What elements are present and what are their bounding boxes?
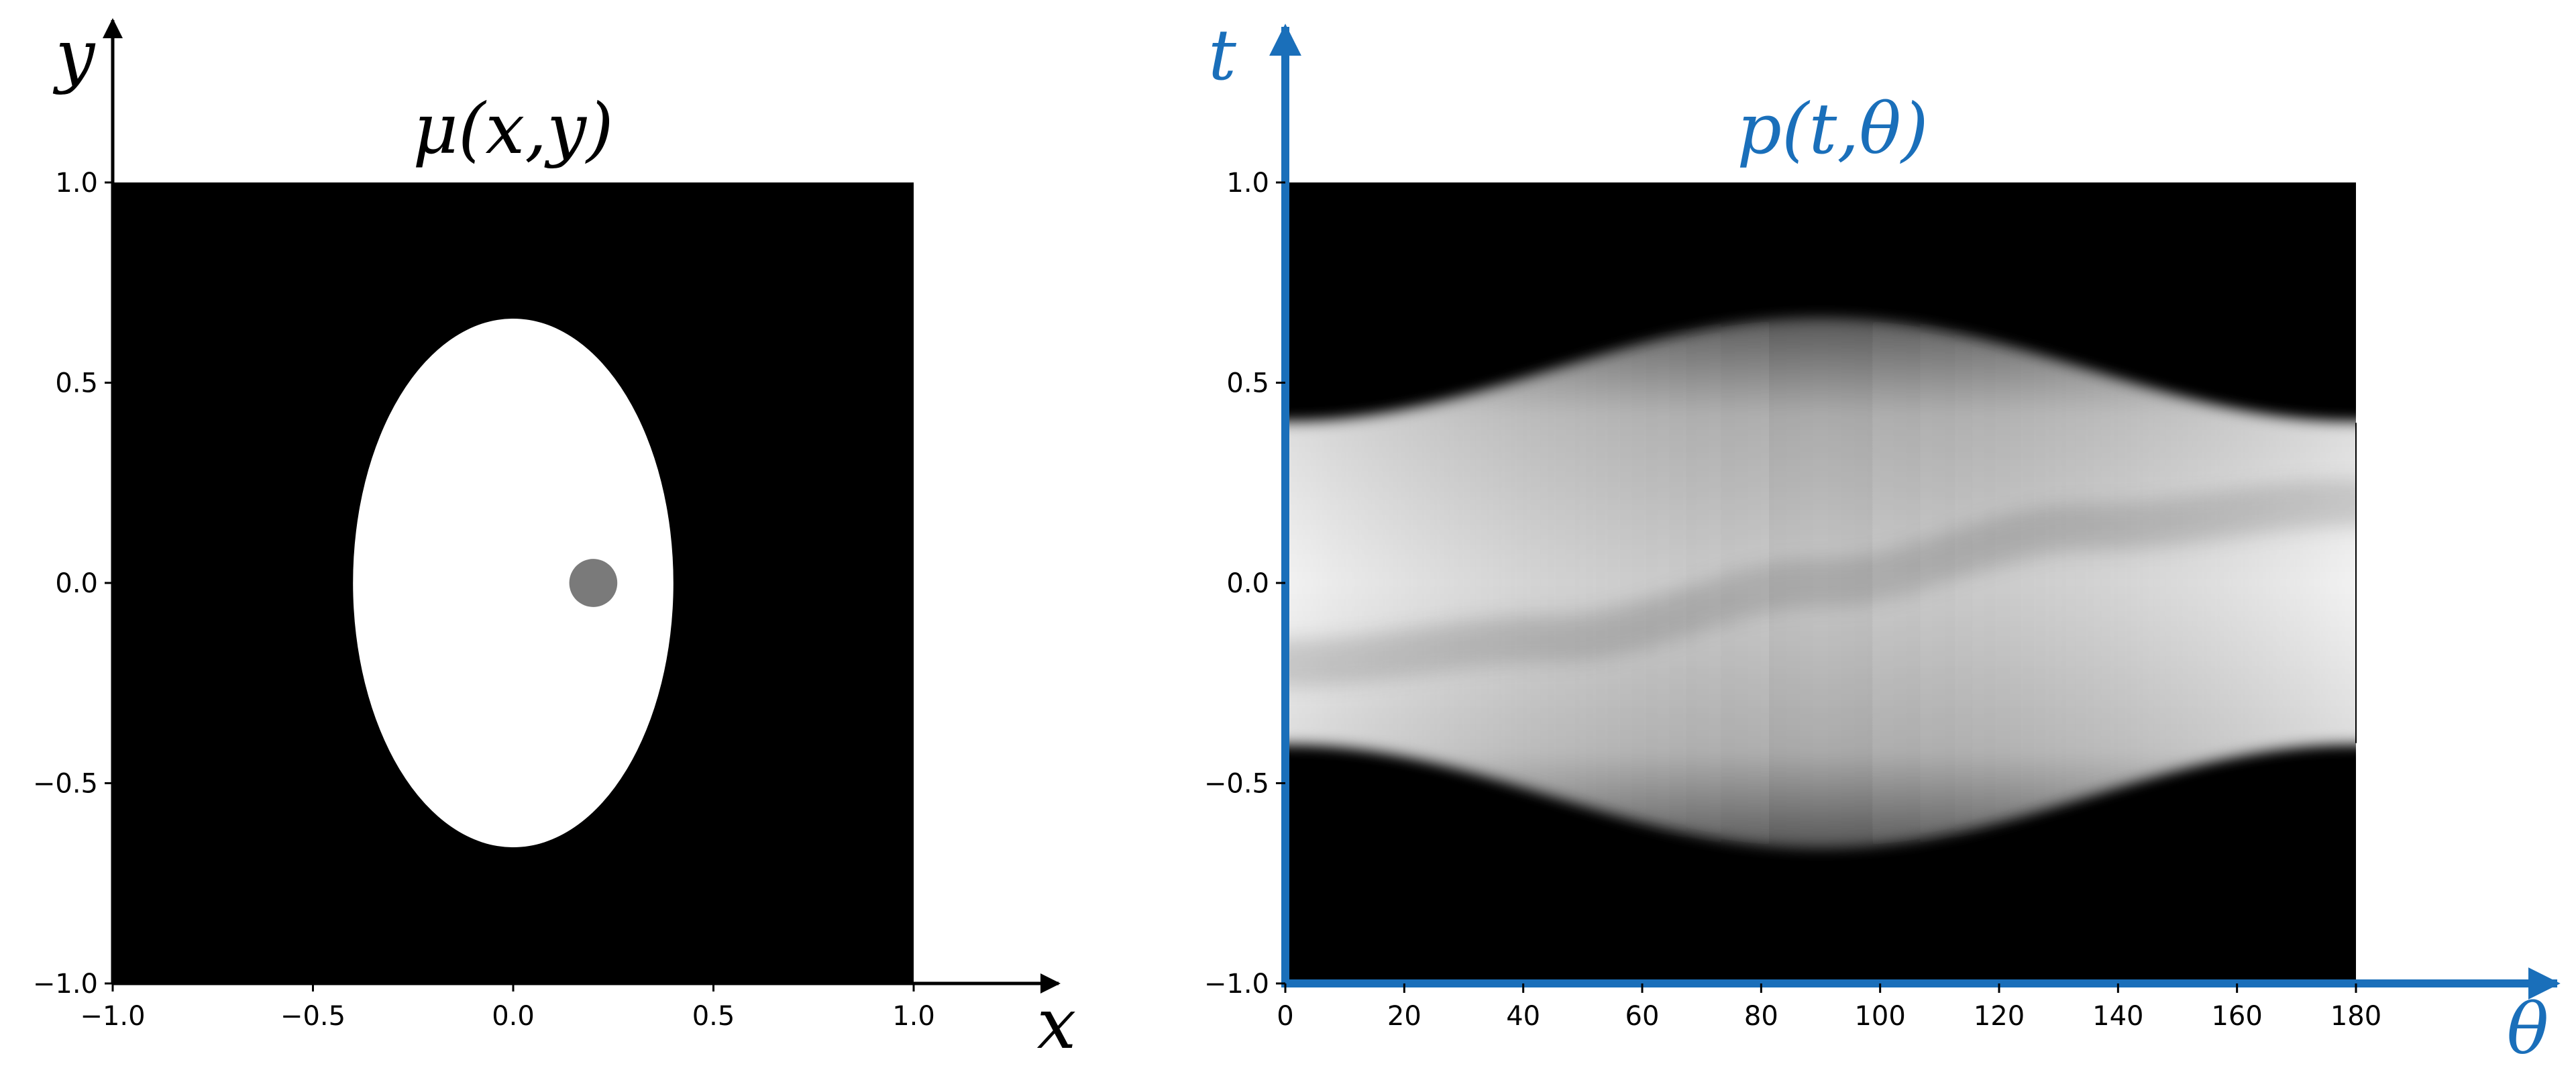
sinogram-disk-track: [1285, 479, 2356, 687]
theta-tick-label: 120: [1974, 1001, 2025, 1032]
phantom-disk: [569, 559, 618, 607]
y-tick-label: −0.5: [33, 769, 98, 800]
x-tick-label: 0.0: [492, 1001, 535, 1032]
t-tick-label: 1.0: [1226, 168, 1269, 199]
theta-tick-label: 40: [1506, 1001, 1540, 1032]
x-ticks: −1.0 −0.5 0.0 0.5 1.0: [80, 983, 935, 1032]
phantom-panel: −1.0 −0.5 0.0 0.5 1.0 1.0 0.5 0.0 −0.5 −1.0 μ(x,…: [33, 14, 1076, 1065]
x-tick-label: −1.0: [80, 1001, 145, 1032]
t-tick-label: 0.5: [1226, 368, 1269, 399]
x-tick-label: 0.5: [692, 1001, 735, 1032]
y-axis-label: y: [53, 14, 96, 96]
theta-tick-label: 60: [1625, 1001, 1660, 1032]
y-tick-label: −1.0: [33, 969, 98, 1000]
theta-tick-label: 140: [2092, 1001, 2143, 1032]
x-axis-label: x: [1037, 983, 1077, 1065]
x-tick-label: −0.5: [280, 1001, 345, 1032]
theta-tick-label: 180: [2330, 1001, 2381, 1032]
theta-tick-label: 80: [1744, 1001, 1778, 1032]
t-tick-label: −0.5: [1204, 769, 1269, 800]
theta-ticks: 0 20 40 60 80 100 120 140 160 180: [1277, 983, 2381, 1032]
theta-tick-label: 160: [2211, 1001, 2262, 1032]
phantom-ellipse: [353, 318, 674, 848]
sinogram-panel: 0 20 40 60 80 100 120 140 160 180 1.0 0.5 0.0 −0.5 −1…: [1204, 14, 2561, 1070]
theta-axis-label: θ: [2507, 988, 2549, 1070]
x-tick-label: 1.0: [892, 1001, 935, 1032]
t-axis-label: t: [1208, 14, 1236, 96]
sinogram-title: p(t,θ): [1737, 88, 1928, 170]
theta-tick-label: 20: [1387, 1001, 1421, 1032]
theta-tick-label: 100: [1854, 1001, 1905, 1032]
t-tick-label: 0.0: [1226, 568, 1269, 599]
y-tick-label: 0.0: [55, 568, 98, 599]
y-tick-label: 1.0: [55, 168, 98, 199]
phantom-title: μ(x,y): [413, 88, 613, 170]
t-tick-label: −1.0: [1204, 969, 1269, 1000]
t-ticks: 1.0 0.5 0.0 −0.5 −1.0: [1204, 168, 1285, 1000]
y-ticks: 1.0 0.5 0.0 −0.5 −1.0: [33, 168, 113, 1000]
theta-tick-label: 0: [1277, 1001, 1293, 1032]
y-tick-label: 0.5: [55, 368, 98, 399]
